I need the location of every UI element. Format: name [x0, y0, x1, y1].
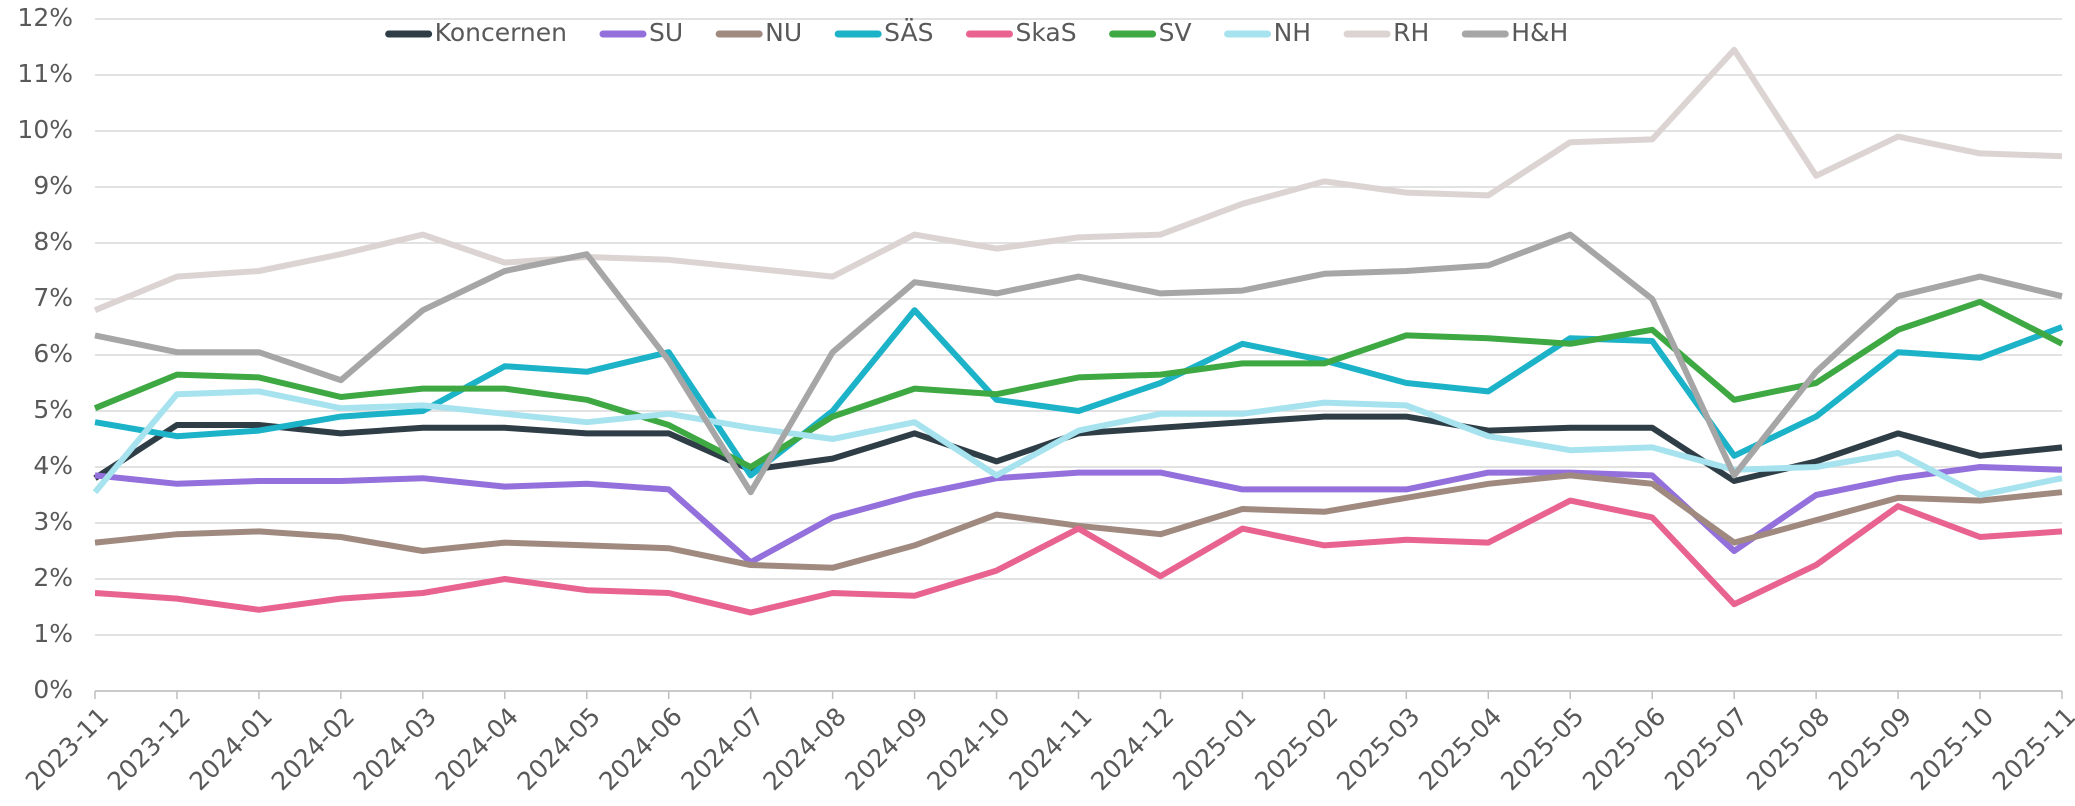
x-tick-label: 2025-10 [1905, 702, 1999, 796]
x-tick-label: 2025-01 [1167, 702, 1261, 796]
legend-label: SÄS [884, 18, 933, 47]
x-tick-label: 2024-06 [594, 702, 688, 796]
y-tick-label: 8% [33, 227, 73, 256]
x-tick-label: 2024-02 [266, 702, 360, 796]
legend-label: SV [1159, 18, 1192, 47]
x-tick-label: 2023-12 [102, 702, 196, 796]
legend-label: RH [1393, 18, 1429, 47]
x-tick-label: 2024-04 [430, 702, 524, 796]
x-tick-label: 2024-05 [512, 702, 606, 796]
series-line [94, 307, 2064, 479]
y-tick-label: 2% [33, 563, 73, 592]
x-tick-label: 2024-07 [675, 702, 769, 796]
x-tick-label: 2025-08 [1741, 702, 1835, 796]
x-tick-label: 2024-09 [839, 702, 933, 796]
x-tick-label: 2025-11 [1987, 702, 2075, 796]
y-tick-label: 4% [33, 451, 73, 480]
x-tick-label: 2023-11 [20, 702, 114, 796]
y-tick-label: 6% [33, 339, 73, 368]
y-tick-label: 5% [33, 395, 73, 424]
legend-label: NH [1274, 18, 1312, 47]
y-tick-label: 9% [33, 171, 73, 200]
y-tick-label: 11% [17, 59, 73, 88]
x-tick-label: 2025-04 [1413, 702, 1507, 796]
x-tick-label: 2025-03 [1331, 702, 1425, 796]
x-tick-label: 2025-05 [1495, 702, 1589, 796]
y-tick-label: 10% [17, 115, 73, 144]
x-tick-label: 2024-11 [1003, 702, 1097, 796]
x-tick-label: 2024-10 [921, 702, 1015, 796]
x-tick-label: 2025-07 [1659, 702, 1753, 796]
series-line [93, 46, 2063, 313]
x-tick-label: 2025-06 [1577, 702, 1671, 796]
y-tick-label: 0% [33, 675, 73, 704]
legend-label: SkaS [1015, 18, 1076, 47]
x-tick-label: 2025-09 [1823, 702, 1917, 796]
legend-label: NU [765, 18, 802, 47]
legend: Koncernen SU NU SÄS SkaS SV NH RH H&H [385, 18, 1568, 47]
legend-label: H&H [1511, 18, 1568, 47]
x-tick-label: 2025-02 [1249, 702, 1343, 796]
x-tick-label: 2024-12 [1085, 702, 1179, 796]
y-tick-label: 1% [33, 619, 73, 648]
legend-label: Koncernen [435, 18, 567, 47]
x-tick-label: 2024-01 [184, 702, 278, 796]
y-tick-label: 12% [17, 3, 73, 32]
x-tick-label: 2024-03 [348, 702, 442, 796]
series-line [94, 464, 2063, 566]
legend-label: SU [649, 18, 683, 47]
y-tick-label: 7% [33, 283, 73, 312]
y-tick-label: 3% [33, 507, 73, 536]
series-line [93, 298, 2064, 470]
series-line [94, 497, 2063, 616]
series-line [94, 231, 2063, 496]
x-tick-label: 2024-08 [757, 702, 851, 796]
series-line [94, 472, 2063, 571]
